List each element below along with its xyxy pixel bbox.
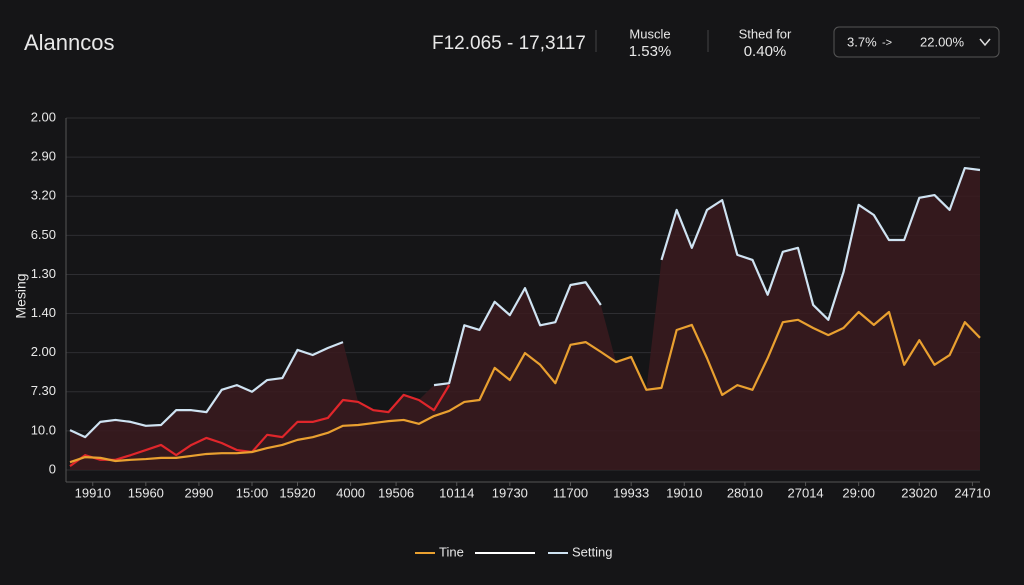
y-tick-label: 10.0 — [31, 422, 56, 437]
x-tick-label: 10114 — [439, 485, 474, 500]
legend-label: Setting — [572, 544, 612, 559]
stat-label: Muscle — [629, 26, 670, 41]
x-tick-label: 19506 — [378, 485, 414, 500]
series-line — [69, 310, 981, 464]
y-tick-label: 2.90 — [31, 149, 56, 164]
x-tick-label: 27014 — [788, 485, 824, 500]
title: Alanncos — [24, 30, 115, 55]
y-tick-label: 0 — [49, 461, 56, 476]
x-tick-label: 19910 — [75, 485, 111, 500]
y-tick-label: 6.50 — [31, 227, 56, 242]
y-tick-label: 3.20 — [31, 188, 56, 203]
x-tick-label: 15:00 — [236, 485, 269, 500]
y-tick-label: 1.30 — [31, 266, 56, 281]
x-tick-label: 19010 — [666, 485, 702, 500]
x-tick-label: 19933 — [613, 485, 649, 500]
y-tick-label: 2.00 — [31, 344, 56, 359]
x-tick-label: 15920 — [279, 485, 315, 500]
y-tick-label: 2.00 — [31, 109, 56, 124]
x-tick-label: 2990 — [184, 485, 213, 500]
y-tick-label: 7.30 — [31, 383, 56, 398]
dropdown-icon — [979, 38, 991, 47]
x-tick-label: 28010 — [727, 485, 763, 500]
stat-value: 0.40% — [744, 43, 787, 60]
select-from: 3.7% — [847, 34, 877, 49]
stat-label: Sthed for — [739, 26, 792, 41]
x-tick-label: 23020 — [901, 485, 937, 500]
range: F12.065 - 17,3117 — [432, 33, 586, 54]
stat-value: 1.53% — [629, 43, 672, 60]
x-tick-label: 19730 — [492, 485, 528, 500]
area — [70, 168, 980, 470]
series-line — [69, 384, 451, 467]
y-axis-label: Mesing — [13, 273, 29, 318]
legend: Tine Setting — [415, 544, 612, 559]
x-tick-label: 4000 — [336, 485, 365, 500]
select-to: 22.00% — [920, 34, 965, 49]
select-arrow: -> — [882, 37, 892, 49]
x-tick-label: 11700 — [553, 485, 588, 500]
x-tick-label: 29:00 — [842, 485, 875, 500]
legend-label: Tine — [439, 544, 464, 559]
range-select[interactable] — [833, 26, 1000, 58]
x-tick-label: 15960 — [128, 485, 164, 500]
x-tick-label: 24710 — [954, 485, 990, 500]
series-line — [69, 166, 981, 439]
y-tick-label: 1.40 — [31, 305, 56, 320]
